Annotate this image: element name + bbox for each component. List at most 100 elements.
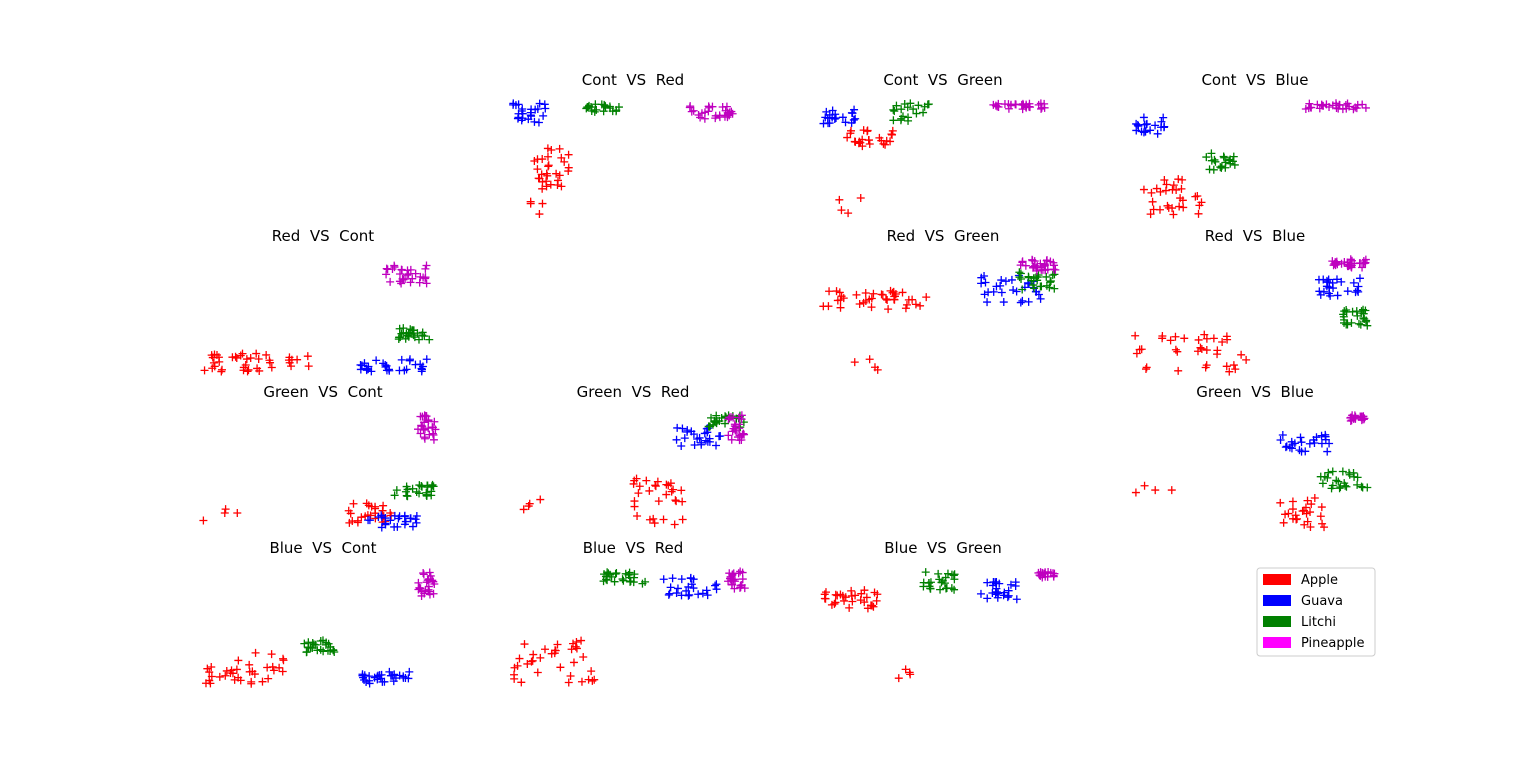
data-point bbox=[1028, 281, 1037, 290]
data-point bbox=[896, 116, 905, 125]
data-point bbox=[425, 335, 434, 344]
series-apple bbox=[835, 126, 897, 218]
data-point bbox=[1300, 506, 1308, 515]
data-point bbox=[1201, 363, 1210, 372]
data-point bbox=[1348, 307, 1357, 316]
data-point bbox=[1353, 100, 1362, 109]
data-point bbox=[689, 584, 698, 593]
series-litchi bbox=[1015, 268, 1059, 294]
data-point bbox=[386, 516, 395, 525]
data-point bbox=[266, 358, 275, 367]
data-point bbox=[583, 103, 592, 112]
data-point bbox=[1306, 103, 1315, 112]
data-point bbox=[835, 288, 844, 297]
data-point bbox=[1015, 273, 1024, 282]
data-point bbox=[1040, 262, 1049, 271]
data-point bbox=[1139, 113, 1148, 122]
data-point bbox=[693, 434, 702, 443]
data-point bbox=[1140, 481, 1149, 490]
data-point bbox=[861, 288, 870, 297]
data-point bbox=[592, 105, 601, 114]
data-point bbox=[251, 648, 260, 657]
data-point bbox=[1295, 446, 1304, 455]
data-point bbox=[1153, 129, 1162, 138]
series-litchi bbox=[394, 324, 434, 344]
panel-title: Blue VS Cont bbox=[269, 539, 376, 557]
series-litchi bbox=[1316, 467, 1372, 493]
data-point bbox=[925, 582, 934, 591]
data-point bbox=[673, 584, 682, 593]
data-point bbox=[1168, 185, 1177, 194]
data-point bbox=[1167, 486, 1176, 495]
panel-title: Green VS Red bbox=[577, 383, 690, 401]
data-point bbox=[722, 102, 731, 111]
data-point bbox=[1179, 203, 1188, 212]
data-point bbox=[1003, 593, 1012, 602]
data-point bbox=[894, 674, 903, 683]
data-point bbox=[1345, 470, 1354, 479]
data-point bbox=[1146, 210, 1155, 219]
data-point bbox=[541, 104, 550, 113]
data-point bbox=[856, 194, 865, 203]
data-point bbox=[306, 643, 315, 652]
data-point bbox=[1333, 291, 1342, 300]
data-point bbox=[399, 324, 408, 333]
data-point bbox=[712, 441, 721, 450]
data-point bbox=[701, 436, 710, 445]
data-point bbox=[353, 516, 362, 525]
data-point bbox=[1147, 188, 1156, 197]
data-point bbox=[1346, 413, 1355, 422]
data-point bbox=[1316, 290, 1325, 299]
data-point bbox=[991, 101, 1000, 110]
data-point bbox=[420, 332, 429, 341]
data-point bbox=[412, 518, 421, 527]
data-point bbox=[672, 435, 681, 444]
data-point bbox=[1156, 187, 1165, 196]
data-point bbox=[667, 487, 676, 496]
data-point bbox=[1194, 335, 1203, 344]
data-point bbox=[326, 647, 335, 656]
data-point bbox=[684, 582, 693, 591]
data-point bbox=[1041, 266, 1050, 275]
data-point bbox=[678, 497, 687, 506]
data-point bbox=[1282, 442, 1291, 451]
series-litchi bbox=[919, 568, 959, 594]
data-point bbox=[419, 570, 428, 579]
legend-label: Pineapple bbox=[1301, 636, 1364, 651]
data-point bbox=[404, 269, 413, 278]
data-point bbox=[1325, 283, 1334, 292]
data-point bbox=[697, 109, 706, 118]
data-point bbox=[390, 491, 399, 500]
data-point bbox=[1175, 202, 1184, 211]
data-point bbox=[850, 358, 859, 367]
data-point bbox=[543, 152, 552, 161]
data-point bbox=[1354, 319, 1363, 328]
data-point bbox=[421, 412, 430, 421]
data-point bbox=[377, 670, 386, 679]
panel-title: Cont VS Red bbox=[582, 71, 684, 89]
data-point bbox=[533, 165, 542, 174]
data-point bbox=[838, 113, 847, 122]
data-point bbox=[424, 582, 433, 591]
data-point bbox=[1358, 483, 1367, 492]
data-point bbox=[420, 434, 429, 443]
data-point bbox=[983, 594, 992, 603]
data-point bbox=[873, 590, 882, 599]
data-point bbox=[530, 117, 539, 126]
data-point bbox=[668, 574, 677, 583]
data-point bbox=[924, 100, 933, 109]
data-point bbox=[1018, 285, 1027, 294]
data-point bbox=[941, 573, 950, 582]
data-point bbox=[1141, 365, 1150, 374]
scatter-panel: Green VS Red bbox=[519, 383, 749, 529]
data-point bbox=[232, 353, 241, 362]
data-point bbox=[1034, 270, 1043, 279]
data-point bbox=[293, 355, 302, 364]
data-point bbox=[1033, 276, 1042, 285]
data-point bbox=[395, 366, 404, 375]
series-guava bbox=[356, 355, 431, 376]
data-point bbox=[860, 586, 869, 595]
data-point bbox=[705, 422, 714, 431]
data-point bbox=[401, 517, 410, 526]
data-point bbox=[1011, 582, 1020, 591]
